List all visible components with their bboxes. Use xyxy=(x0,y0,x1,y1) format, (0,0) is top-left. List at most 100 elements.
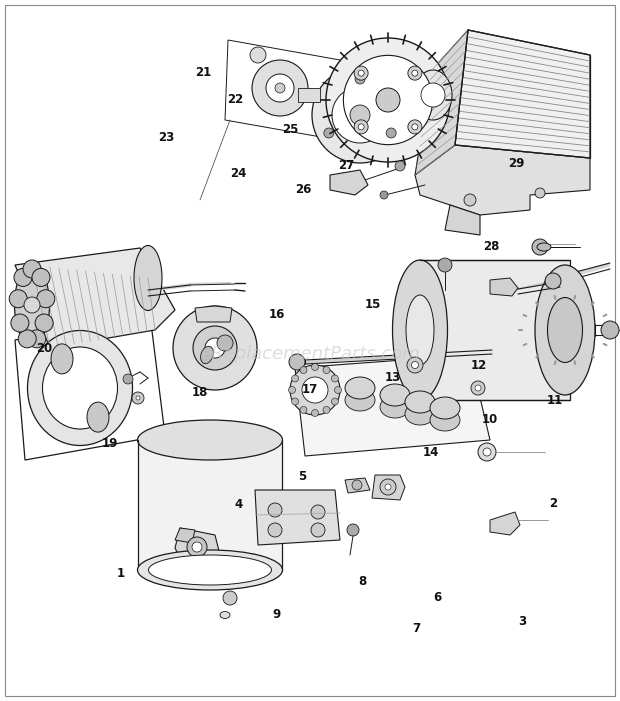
Circle shape xyxy=(291,398,299,405)
Circle shape xyxy=(23,260,41,278)
Circle shape xyxy=(9,290,27,308)
Circle shape xyxy=(275,83,285,93)
Ellipse shape xyxy=(345,389,375,411)
Circle shape xyxy=(311,364,319,371)
Ellipse shape xyxy=(547,297,583,362)
Circle shape xyxy=(32,268,50,287)
Circle shape xyxy=(302,377,328,403)
Ellipse shape xyxy=(392,260,448,400)
Circle shape xyxy=(252,60,308,116)
Circle shape xyxy=(217,335,233,351)
Polygon shape xyxy=(15,315,165,460)
Circle shape xyxy=(412,70,418,76)
Polygon shape xyxy=(15,248,175,348)
Text: 27: 27 xyxy=(339,159,355,172)
Circle shape xyxy=(464,194,476,206)
Polygon shape xyxy=(445,205,480,235)
Text: 12: 12 xyxy=(471,359,487,372)
Polygon shape xyxy=(420,260,570,400)
Circle shape xyxy=(332,398,339,405)
Circle shape xyxy=(14,268,32,287)
Circle shape xyxy=(266,74,294,102)
Circle shape xyxy=(37,290,55,308)
Circle shape xyxy=(380,191,388,199)
Circle shape xyxy=(268,523,282,537)
Circle shape xyxy=(412,362,418,369)
Ellipse shape xyxy=(134,245,162,311)
Polygon shape xyxy=(490,278,518,296)
Text: 22: 22 xyxy=(228,93,244,106)
Polygon shape xyxy=(175,528,195,543)
Circle shape xyxy=(11,314,29,332)
Ellipse shape xyxy=(430,397,460,419)
Circle shape xyxy=(241,577,251,587)
Text: 14: 14 xyxy=(423,447,439,459)
Circle shape xyxy=(386,128,396,138)
Circle shape xyxy=(335,386,342,393)
Polygon shape xyxy=(415,30,468,175)
Ellipse shape xyxy=(138,550,283,590)
Text: 2: 2 xyxy=(549,497,558,510)
Polygon shape xyxy=(175,528,220,565)
Circle shape xyxy=(311,409,319,416)
Circle shape xyxy=(385,484,391,490)
Polygon shape xyxy=(455,30,590,158)
Circle shape xyxy=(192,542,202,552)
Ellipse shape xyxy=(430,409,460,431)
Text: 18: 18 xyxy=(192,386,208,399)
Circle shape xyxy=(354,66,368,80)
Circle shape xyxy=(300,367,307,374)
Circle shape xyxy=(407,357,423,373)
Text: 19: 19 xyxy=(102,437,118,449)
Circle shape xyxy=(24,297,40,313)
Circle shape xyxy=(323,367,330,374)
Circle shape xyxy=(438,258,452,272)
Circle shape xyxy=(478,443,496,461)
Polygon shape xyxy=(330,170,368,195)
Ellipse shape xyxy=(380,384,410,406)
Text: 29: 29 xyxy=(508,157,524,170)
Polygon shape xyxy=(138,440,282,570)
Text: eReplacementParts.com: eReplacementParts.com xyxy=(200,345,420,363)
Circle shape xyxy=(412,124,418,130)
Circle shape xyxy=(421,83,445,107)
Text: 8: 8 xyxy=(358,576,367,588)
Text: 23: 23 xyxy=(158,131,174,144)
Ellipse shape xyxy=(380,396,410,418)
Circle shape xyxy=(326,38,450,162)
Ellipse shape xyxy=(414,70,452,120)
Circle shape xyxy=(323,407,330,414)
Circle shape xyxy=(395,161,405,171)
Polygon shape xyxy=(490,512,520,535)
Circle shape xyxy=(601,321,619,339)
Circle shape xyxy=(123,374,133,384)
Text: 16: 16 xyxy=(268,308,285,321)
Circle shape xyxy=(291,375,299,382)
Circle shape xyxy=(300,407,307,414)
Circle shape xyxy=(343,55,433,144)
Polygon shape xyxy=(372,475,405,500)
Circle shape xyxy=(246,554,258,566)
Text: 15: 15 xyxy=(365,298,381,311)
Circle shape xyxy=(28,330,46,348)
Circle shape xyxy=(289,354,305,370)
Circle shape xyxy=(136,396,140,400)
Circle shape xyxy=(268,503,282,517)
Polygon shape xyxy=(345,478,370,493)
Text: 6: 6 xyxy=(433,591,442,604)
Text: 5: 5 xyxy=(298,470,307,483)
Circle shape xyxy=(358,70,364,76)
Text: 9: 9 xyxy=(272,608,281,620)
Ellipse shape xyxy=(406,295,434,365)
Circle shape xyxy=(311,523,325,537)
Ellipse shape xyxy=(87,402,109,432)
Circle shape xyxy=(352,480,362,490)
Ellipse shape xyxy=(220,611,230,618)
Text: 24: 24 xyxy=(231,167,247,179)
Polygon shape xyxy=(415,145,590,215)
Circle shape xyxy=(380,479,396,495)
Ellipse shape xyxy=(345,377,375,399)
Text: 20: 20 xyxy=(37,342,53,355)
Circle shape xyxy=(324,128,334,138)
Circle shape xyxy=(173,306,257,390)
